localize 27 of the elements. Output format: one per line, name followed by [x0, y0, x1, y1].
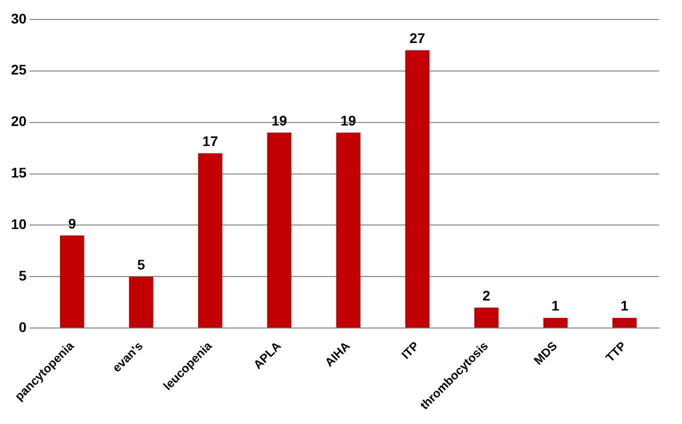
bar [612, 318, 637, 328]
data-label: 5 [137, 256, 146, 273]
data-label: 17 [202, 133, 218, 150]
x-tick-label: ITP [398, 338, 422, 362]
y-tick-label: 5 [18, 268, 27, 284]
data-label: 1 [552, 298, 560, 314]
data-label: 9 [68, 215, 76, 232]
bar [198, 153, 222, 328]
data-label: 27 [410, 30, 426, 46]
bar [474, 308, 498, 328]
bar [267, 132, 292, 328]
bar [60, 236, 84, 328]
y-tick-label: 0 [18, 319, 27, 336]
bar [405, 50, 430, 328]
y-tick-label: 15 [10, 164, 27, 181]
y-tick-label: 30 [10, 10, 27, 26]
data-label: 19 [340, 112, 356, 128]
y-tick-label: 10 [10, 216, 27, 232]
data-label: 2 [482, 287, 490, 304]
y-tick-label: 25 [10, 62, 27, 78]
bar [129, 276, 154, 328]
x-tick-label: TTP [603, 338, 629, 365]
bar [336, 132, 360, 328]
data-label: 19 [271, 112, 288, 128]
data-label: 1 [620, 298, 629, 314]
y-tick-label: 20 [10, 113, 27, 130]
bar [543, 318, 568, 328]
